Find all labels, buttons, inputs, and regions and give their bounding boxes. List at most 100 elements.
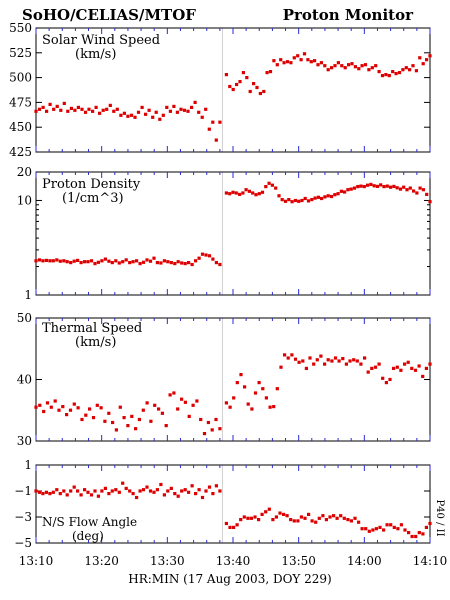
data-point — [328, 515, 332, 519]
data-point — [290, 200, 294, 204]
data-point — [410, 534, 414, 539]
data-point — [41, 492, 45, 496]
data-point — [183, 488, 187, 492]
data-point — [319, 354, 323, 358]
panel-title: Solar Wind Speed — [42, 33, 160, 48]
data-point — [89, 493, 94, 497]
data-point — [122, 111, 126, 115]
data-point — [83, 260, 87, 264]
data-point — [110, 261, 114, 265]
data-point — [62, 259, 66, 263]
data-point — [176, 260, 180, 264]
data-point — [254, 193, 258, 197]
data-point — [83, 110, 88, 114]
data-point — [253, 515, 257, 519]
data-point — [360, 527, 364, 531]
data-point — [346, 518, 350, 522]
data-point — [349, 187, 353, 191]
data-point — [267, 507, 271, 511]
data-point — [89, 259, 94, 263]
data-point — [37, 490, 42, 494]
data-point — [395, 186, 399, 190]
data-point — [65, 413, 69, 417]
data-point — [114, 488, 118, 492]
data-point — [79, 261, 83, 265]
data-point — [290, 353, 294, 357]
data-point — [280, 198, 284, 202]
data-point — [406, 360, 410, 364]
data-point — [302, 52, 307, 56]
y-tick-label: 525 — [9, 46, 32, 60]
data-point — [100, 489, 104, 493]
data-point — [337, 359, 341, 363]
data-point — [172, 391, 176, 395]
data-point — [339, 514, 343, 518]
data-point — [58, 492, 62, 496]
data-point — [206, 420, 210, 425]
data-point — [117, 490, 121, 494]
data-point — [316, 195, 320, 199]
data-point — [115, 107, 119, 111]
data-point — [148, 259, 153, 263]
data-point — [166, 260, 170, 264]
data-point — [260, 190, 265, 194]
data-point — [214, 138, 218, 142]
data-point — [165, 105, 169, 109]
data-point — [34, 109, 38, 113]
data-point — [155, 261, 159, 265]
data-point — [76, 258, 80, 262]
data-point — [45, 109, 49, 113]
data-point — [59, 108, 63, 112]
panel-thermal-speed: 30 40 50 Thermal Speed(km/s) — [17, 311, 432, 448]
data-point — [202, 432, 207, 436]
panel-title: N/S Flow Angle — [42, 515, 137, 529]
data-point — [249, 516, 253, 520]
data-point — [428, 362, 432, 366]
data-point — [228, 84, 232, 89]
data-point — [248, 89, 252, 94]
data-point — [79, 493, 83, 497]
data-point — [161, 113, 165, 117]
data-point — [69, 106, 73, 110]
data-point — [421, 62, 425, 66]
data-point — [245, 76, 249, 80]
data-point — [207, 127, 211, 131]
data-point — [38, 403, 42, 407]
panel-unit: (1/cm^3) — [62, 191, 124, 206]
data-point — [330, 66, 334, 70]
data-point — [218, 489, 222, 493]
data-point — [179, 107, 183, 111]
data-point — [110, 489, 114, 493]
data-point — [293, 357, 298, 361]
data-point — [377, 362, 381, 366]
data-point — [159, 482, 163, 487]
data-point — [267, 181, 271, 185]
data-point — [124, 258, 128, 262]
data-point — [424, 525, 428, 529]
data-point — [257, 381, 261, 385]
data-point — [151, 115, 155, 119]
data-point — [148, 489, 153, 493]
data-point — [235, 523, 239, 527]
data-point — [385, 184, 389, 188]
data-point — [417, 364, 421, 368]
data-point — [197, 488, 201, 492]
data-point — [155, 488, 159, 492]
data-point — [128, 261, 132, 265]
data-point — [303, 516, 307, 520]
data-point — [270, 183, 274, 187]
data-point — [96, 260, 100, 264]
data-point — [121, 481, 125, 485]
data-point — [129, 113, 134, 117]
data-point — [335, 516, 339, 520]
data-point — [408, 68, 412, 72]
data-point — [329, 194, 334, 199]
data-point — [310, 198, 314, 202]
data-point — [34, 259, 38, 263]
data-point — [180, 489, 184, 493]
data-point — [72, 259, 76, 263]
data-point — [342, 516, 346, 520]
data-point — [370, 366, 374, 370]
data-point — [293, 198, 297, 203]
data-point — [224, 401, 228, 405]
